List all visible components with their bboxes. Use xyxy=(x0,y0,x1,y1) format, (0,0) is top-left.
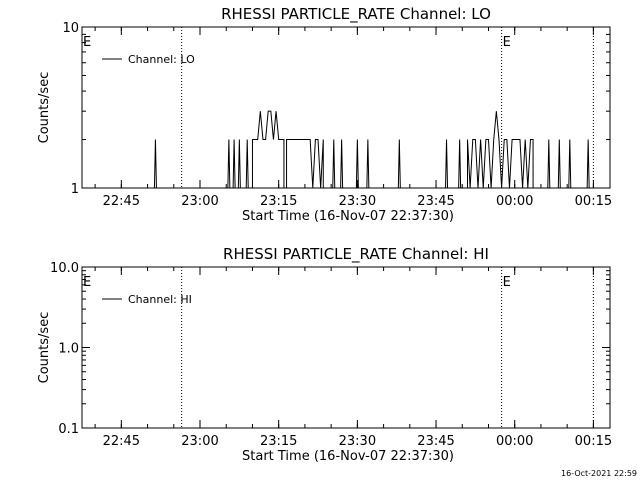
chart-title: RHESSI PARTICLE_RATE Channel: LO xyxy=(221,5,491,24)
data-spike xyxy=(557,139,561,189)
chart-2: RHESSI PARTICLE_RATE Channel: HI 22:45 23:… xyxy=(37,245,612,464)
legend-entry: Channel: LO xyxy=(128,53,195,66)
x-axis-label: Start Time (16-Nov-07 22:37:30) xyxy=(242,449,454,464)
footer-timestamp: 16-Oct-2021 22:59 xyxy=(561,469,637,478)
y-tick-label: 0.1 xyxy=(58,422,79,437)
x-tick-label: 23:00 xyxy=(181,434,218,449)
x-tick-label: 23:30 xyxy=(339,194,376,209)
data-spike xyxy=(332,139,336,189)
x-tick-label: 23:15 xyxy=(260,434,297,449)
series-Channel: LO xyxy=(153,110,590,189)
x-tick-label: 22:45 xyxy=(103,434,140,449)
x-tick-label: 23:00 xyxy=(181,194,218,209)
data-segment xyxy=(251,110,285,188)
plot-frame xyxy=(81,26,611,189)
event-marker-label: E xyxy=(503,35,511,50)
x-tick-label: 23:30 xyxy=(339,434,376,449)
data-spike xyxy=(586,139,590,189)
data-spike xyxy=(547,139,551,189)
y-axis-label: Counts/sec xyxy=(37,72,52,144)
data-spike xyxy=(568,139,572,189)
data-spike xyxy=(445,139,449,189)
data-segment xyxy=(286,139,324,189)
data-spike xyxy=(153,139,157,189)
x-tick-label: 22:45 xyxy=(103,194,140,209)
plot-frame xyxy=(81,266,611,429)
data-spike xyxy=(340,139,344,189)
data-spike xyxy=(355,139,359,189)
event-marker-label: E xyxy=(83,275,91,290)
data-spike xyxy=(245,139,249,189)
data-spike xyxy=(232,139,236,189)
x-tick-label: 23:45 xyxy=(417,194,454,209)
event-marker-label: E xyxy=(83,35,91,50)
legend-entry: Channel: HI xyxy=(128,293,192,306)
x-tick-label: 00:15 xyxy=(575,194,612,209)
y-tick-label: 1.0 xyxy=(58,342,79,357)
data-spike xyxy=(366,139,370,189)
x-tick-label: 23:45 xyxy=(417,434,454,449)
data-spike xyxy=(458,139,462,189)
event-marker-label: E xyxy=(503,275,511,290)
x-tick-label: 00:00 xyxy=(496,194,533,209)
data-spike xyxy=(237,139,241,189)
x-tick-label: 23:15 xyxy=(260,194,297,209)
x-axis-label: Start Time (16-Nov-07 22:37:30) xyxy=(242,209,454,224)
data-spike xyxy=(397,139,401,189)
legend: Channel: HI xyxy=(102,293,192,306)
x-tick-label: 00:15 xyxy=(575,434,612,449)
x-tick-label: 00:00 xyxy=(496,434,533,449)
y-axis-label: Counts/sec xyxy=(37,312,52,384)
chart-title: RHESSI PARTICLE_RATE Channel: HI xyxy=(223,245,489,264)
legend: Channel: LO xyxy=(102,53,195,66)
y-tick-label: 10 xyxy=(62,21,79,36)
data-segment xyxy=(467,111,534,189)
data-spike xyxy=(227,139,231,189)
y-tick-label: 10.0 xyxy=(50,261,79,276)
chart-1: RHESSI PARTICLE_RATE Channel: LO 22:45 23:… xyxy=(37,5,612,224)
y-tick-label: 1 xyxy=(71,182,79,197)
